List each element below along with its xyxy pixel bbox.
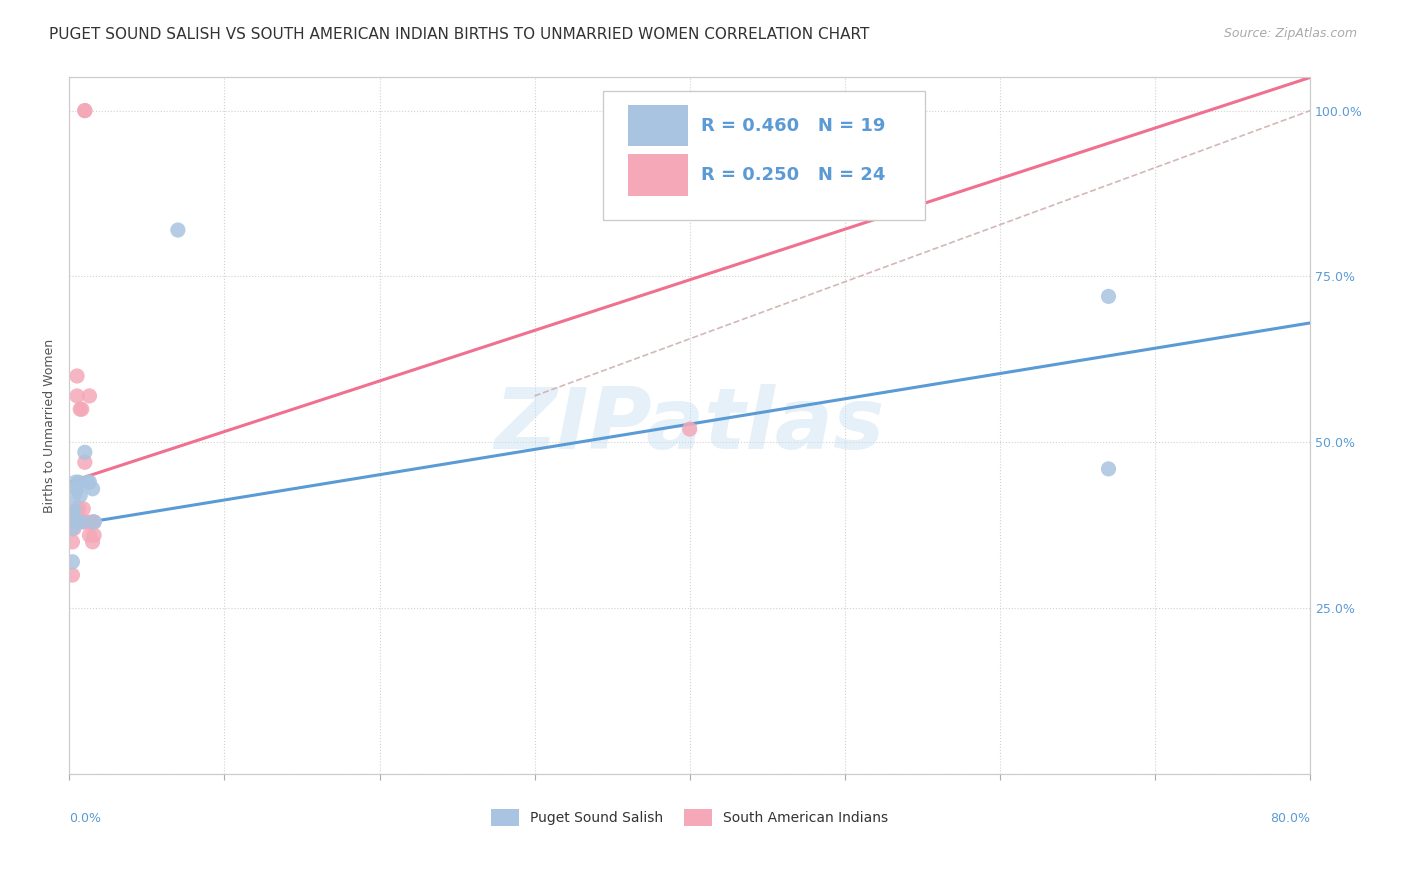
Point [66, 369, 89, 384]
Point [82, 482, 104, 496]
Point [67, 501, 90, 516]
Point [63, 522, 86, 536]
Point [65, 475, 87, 490]
Point [73, 103, 96, 118]
Point [62, 555, 84, 569]
Point [66, 515, 89, 529]
Point [73, 103, 96, 118]
Text: PUGET SOUND SALISH VS SOUTH AMERICAN INDIAN BIRTHS TO UNMARRIED WOMEN CORRELATIO: PUGET SOUND SALISH VS SOUTH AMERICAN IND… [49, 27, 869, 42]
Point [69, 488, 91, 502]
Legend: Puget Sound Salish, South American Indians: Puget Sound Salish, South American India… [484, 803, 896, 833]
FancyBboxPatch shape [627, 105, 689, 146]
Point [167, 223, 190, 237]
Point [70, 515, 93, 529]
Point [62, 505, 84, 519]
Point [66, 515, 89, 529]
Point [63, 501, 86, 516]
FancyBboxPatch shape [603, 91, 925, 220]
Text: 80.0%: 80.0% [1270, 813, 1310, 825]
Point [83, 528, 105, 542]
Point [79, 528, 101, 542]
Point [62, 522, 84, 536]
Point [77, 515, 100, 529]
Text: R = 0.460   N = 19: R = 0.460 N = 19 [702, 117, 886, 135]
Point [67, 475, 90, 490]
Text: ZIPatlas: ZIPatlas [495, 384, 884, 467]
Point [63, 488, 86, 502]
Point [67, 515, 90, 529]
Point [79, 389, 101, 403]
Point [1097, 462, 1119, 476]
Point [83, 515, 105, 529]
Point [82, 515, 104, 529]
Point [66, 389, 89, 403]
Text: Source: ZipAtlas.com: Source: ZipAtlas.com [1223, 27, 1357, 40]
Y-axis label: Births to Unmarried Women: Births to Unmarried Women [44, 339, 56, 513]
Point [73, 455, 96, 469]
Point [679, 422, 702, 436]
Point [70, 402, 93, 417]
Point [62, 568, 84, 582]
Point [62, 534, 84, 549]
Point [1097, 289, 1119, 303]
FancyBboxPatch shape [627, 154, 689, 195]
Point [82, 534, 104, 549]
Point [79, 475, 101, 490]
Text: 0.0%: 0.0% [69, 813, 101, 825]
Point [73, 445, 96, 459]
Point [66, 482, 89, 496]
Point [73, 515, 96, 529]
Text: R = 0.250   N = 24: R = 0.250 N = 24 [702, 166, 886, 184]
Point [83, 515, 105, 529]
Point [72, 501, 94, 516]
Point [77, 475, 100, 490]
Point [69, 402, 91, 417]
Point [63, 505, 86, 519]
